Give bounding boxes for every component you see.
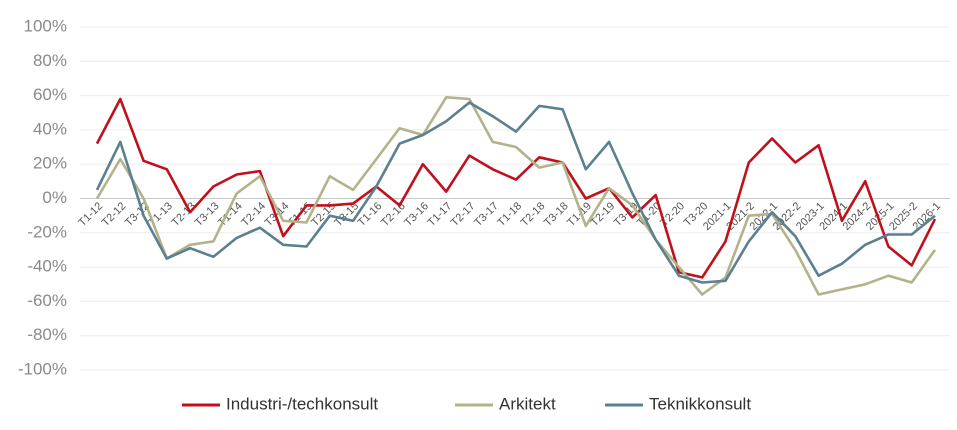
x-tick-label: T1-18 [495, 200, 524, 229]
legend-label: Arkitekt [499, 394, 556, 413]
x-tick-label: T2-18 [519, 200, 548, 229]
x-tick-label: T2-13 [169, 200, 198, 229]
series-line [95, 101, 936, 284]
y-tick-label: 100% [24, 16, 67, 35]
y-tick-label: -20% [27, 222, 67, 241]
y-tick-label: 40% [33, 119, 67, 138]
y-tick-label: 60% [33, 85, 67, 104]
legend-label: Teknikkonsult [649, 394, 751, 413]
y-tick-label: -80% [27, 325, 67, 344]
x-tick-label: T2-12 [100, 200, 129, 229]
y-tick-label: -40% [27, 257, 67, 276]
x-tick-label: T3-17 [472, 200, 501, 229]
y-tick-label: -100% [18, 359, 67, 378]
legend-label: Industri-/techkonsult [226, 394, 378, 413]
y-tick-label: -60% [27, 291, 67, 310]
x-tick-label: T2-14 [239, 200, 268, 229]
series-line [95, 96, 937, 296]
x-tick-label: T3-18 [542, 200, 571, 229]
y-tick-label: 80% [33, 51, 67, 70]
y-tick-label: 0% [42, 188, 67, 207]
x-tick-label: T2-17 [449, 200, 478, 229]
series-line [95, 97, 937, 279]
y-tick-label: 20% [33, 154, 67, 173]
x-tick-label: T3-14 [263, 200, 292, 229]
x-tick-label: T2-16 [379, 200, 408, 229]
x-tick-label: T1-12 [76, 200, 105, 229]
x-tick-label: T3-16 [402, 200, 431, 229]
x-tick-label: T1-17 [426, 200, 455, 229]
x-tick-label: T1-19 [565, 200, 594, 229]
x-tick-label: T1-16 [356, 200, 385, 229]
